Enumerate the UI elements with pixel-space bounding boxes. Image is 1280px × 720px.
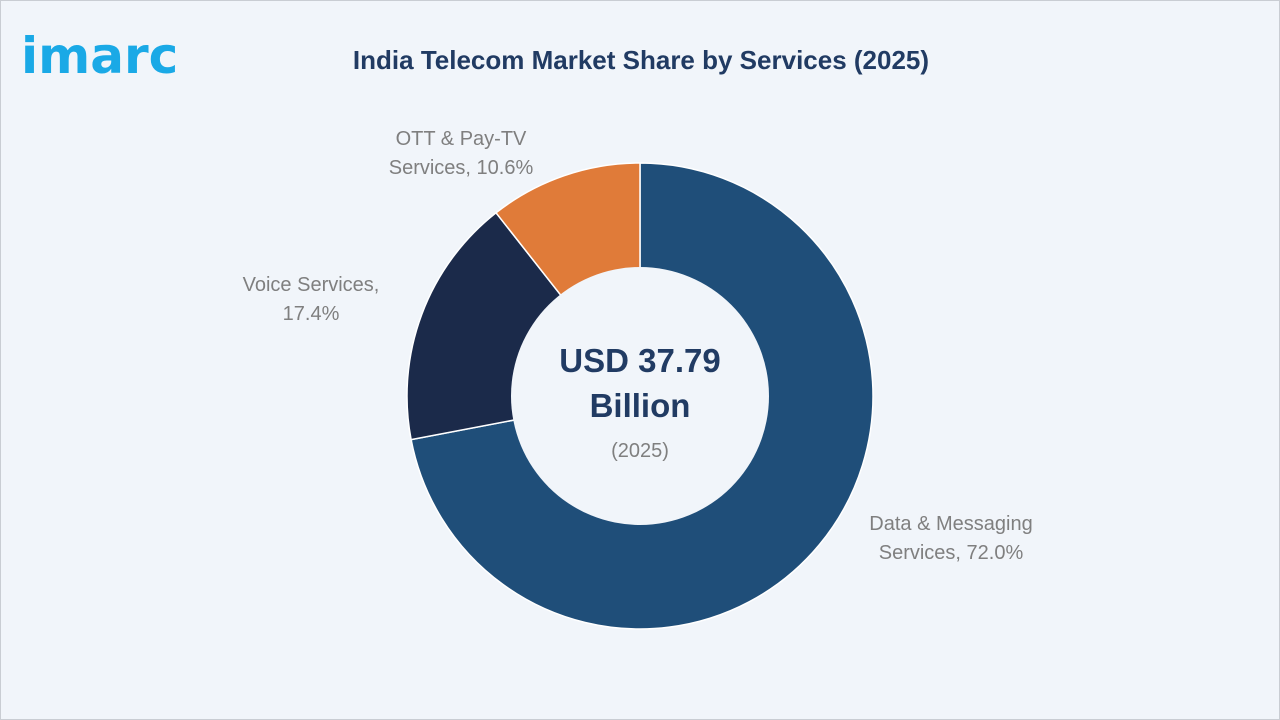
imarc-logo: imarc (21, 27, 179, 85)
slice-label-voice-services: Voice Services, 17.4% (243, 274, 380, 325)
slice-label-data-messaging-services: Data & Messaging Services, 72.0% (869, 513, 1032, 564)
slice-label-ott-pay-tv-services: OTT & Pay-TV Services, 10.6% (389, 128, 534, 179)
center-unit: Billion (590, 387, 691, 424)
center-value: USD 37.79 (559, 342, 720, 379)
donut-hole (511, 267, 769, 525)
slice-labels: Data & Messaging Services, 72.0% Voice Ser… (243, 128, 1033, 564)
center-year: (2025) (611, 440, 669, 462)
chart-title: India Telecom Market Share by Services (… (352, 45, 930, 75)
